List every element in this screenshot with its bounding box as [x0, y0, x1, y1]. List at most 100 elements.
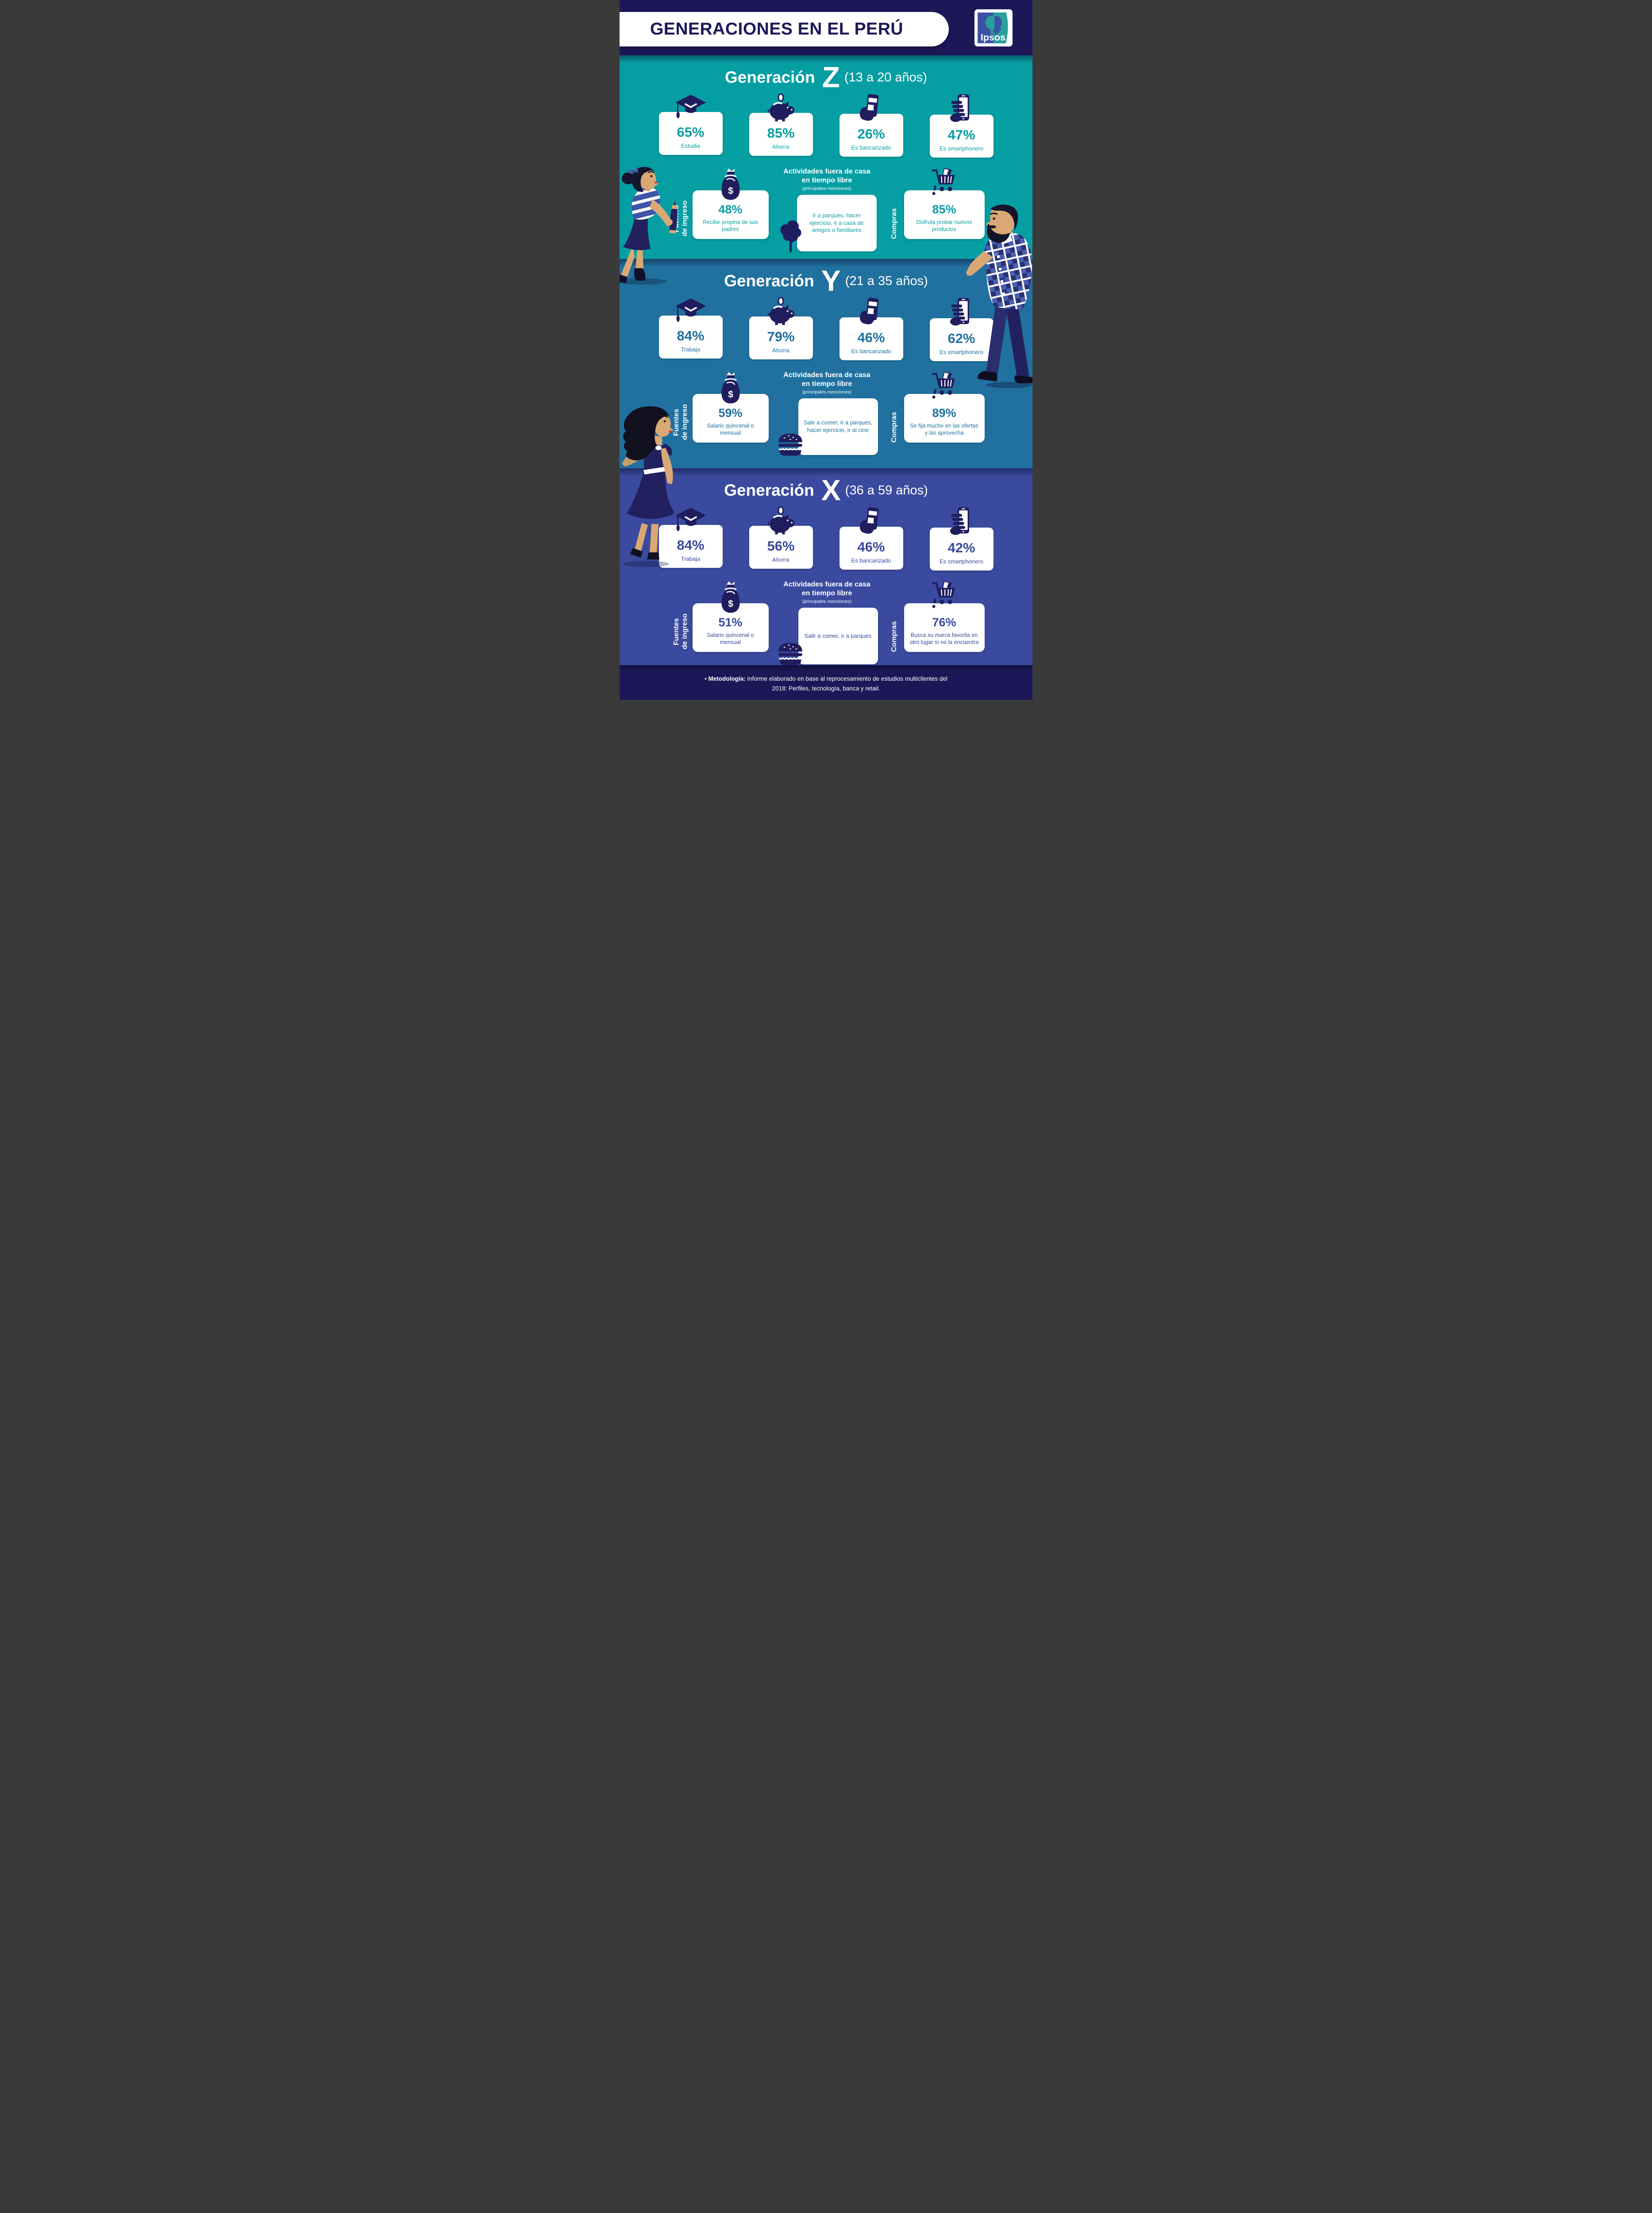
income-group: $51% Salario quincenal o mensual	[692, 580, 769, 652]
stat-label: Trabaja	[681, 346, 701, 353]
methodology-bullet: •	[705, 675, 707, 682]
title-banner: GENERACIONES EN EL PERÚ	[620, 12, 949, 46]
stat-value: 62%	[947, 331, 975, 346]
activities-heading: Actividades fuera de casa en tiempo libr…	[783, 371, 870, 388]
piggy-bank-icon	[766, 297, 797, 325]
piggy-bank-icon	[766, 93, 797, 122]
ipsos-logo: Ipsos	[974, 9, 1013, 46]
activities-heading: Actividades fuera de casa en tiempo libr…	[783, 168, 870, 184]
credit-card-hand-icon	[858, 506, 885, 536]
shopping-value: 76%	[932, 616, 956, 629]
stat-value: 56%	[767, 538, 795, 554]
income-vertical-label: Fuentes de ingreso	[672, 613, 689, 650]
income-text: Recibe propina de sus padres	[703, 219, 758, 232]
activities-text: Salir a comer, ir a parques	[804, 632, 872, 639]
activities-heading: Actividades fuera de casa en tiempo libr…	[783, 581, 870, 597]
activities-card: Salir a comer, ir a parques, hacer ejerc…	[798, 398, 878, 455]
shopping-card: 76% Busca su marca favorita en otro lugar…	[904, 603, 985, 652]
shopping-group: 85% Disfruta probar nuevos productos	[904, 167, 985, 239]
ipsos-logo-text: Ipsos	[981, 32, 1005, 43]
stat-label: Es bancarizado	[851, 348, 891, 355]
stat-smartphone-hand: 42% Es smartphonero	[929, 506, 994, 571]
generation-title-text: Generación	[725, 68, 815, 86]
stat-card: 42% Es smartphonero	[929, 528, 994, 571]
activities-body: Salir a comer, ir a parques, hacer ejerc…	[776, 398, 878, 456]
credit-card-hand-icon	[858, 93, 885, 123]
page-title: GENERACIONES EN EL PERÚ	[650, 19, 904, 39]
stats-row: 84% Trabaja 79% Ahorra 46% Es bancarizado 62% E…	[620, 297, 1032, 361]
stat-card: 85% Ahorra	[749, 113, 813, 156]
generation-age-range: (13 a 20 años)	[844, 70, 927, 85]
activities-card: Salir a comer, ir a parques	[798, 608, 878, 664]
stat-label: Ahorra	[772, 143, 790, 150]
income-text: Salario quincenal o mensual	[707, 632, 754, 645]
burger-icon	[776, 641, 805, 666]
income-value: 59%	[718, 406, 743, 420]
stat-value: 42%	[947, 540, 975, 555]
methodology-body: Informe elaborado en base al reprocesami…	[747, 675, 947, 692]
generation-title: Generación Z (13 a 20 años)	[620, 55, 1032, 93]
income-vertical-label: Fuentes de ingreso	[672, 404, 689, 440]
generation-letter: Z	[822, 61, 840, 94]
svg-text:$: $	[728, 389, 733, 400]
methodology-label: Metodología:	[708, 675, 746, 682]
stat-label: Es bancarizado	[851, 144, 891, 151]
activities-subheading: (principales menciones)	[802, 599, 851, 604]
stats-row: 65% Estudia 85% Ahorra 26% Es bancarizado 47% E…	[620, 93, 1032, 158]
stat-card: 62% Es smartphonero	[929, 318, 994, 361]
shopping-group: 76% Busca su marca favorita en otro lugar…	[904, 580, 985, 652]
activities-group: Actividades fuera de casa en tiempo libr…	[771, 371, 883, 456]
stat-label: Es smartphonero	[940, 558, 983, 565]
stat-card: 79% Ahorra	[749, 316, 813, 359]
shopping-cart-icon	[930, 580, 959, 609]
graduation-cap-icon	[674, 297, 707, 324]
activities-body: Salir a comer, ir a parques	[776, 608, 878, 666]
stat-value: 85%	[767, 125, 795, 141]
shopping-value: 85%	[932, 203, 956, 216]
shopping-vertical-label: Compras	[890, 208, 898, 239]
activities-body: Ir a parques, hacer ejercicio, ir a casa…	[778, 195, 877, 252]
shopping-text: Se fija mucho en las ofertas y las aprov…	[910, 423, 978, 436]
stat-label: Estudia	[681, 143, 701, 149]
stat-graduation-cap: 84% Trabaja	[658, 506, 723, 571]
shopping-text: Disfruta probar nuevos productos	[916, 219, 972, 232]
footer: • Metodología: Informe elaborado en base…	[620, 665, 1032, 700]
stat-value: 84%	[677, 328, 705, 343]
shopping-card: 89% Se fija mucho en las ofertas y las ap…	[904, 394, 985, 443]
methodology-text: • Metodología: Informe elaborado en base…	[702, 674, 950, 693]
shopping-cart-icon	[930, 167, 959, 197]
activities-group: Actividades fuera de casa en tiempo libr…	[771, 167, 883, 252]
generation-title-text: Generación	[724, 481, 814, 499]
stat-card: 46% Es bancarizado	[839, 317, 903, 360]
stat-piggy-bank: 85% Ahorra	[749, 93, 813, 158]
stat-value: 46%	[857, 539, 885, 555]
stat-label: Trabaja	[681, 555, 701, 562]
piggy-bank-icon	[766, 506, 797, 535]
shopping-cart-icon	[930, 371, 959, 400]
stat-label: Ahorra	[772, 347, 790, 354]
smartphone-hand-icon	[948, 297, 975, 327]
stat-value: 79%	[767, 329, 795, 344]
section-generacion-z: Generación Z (13 a 20 años) 65% Estudia 85% Ah…	[620, 55, 1032, 259]
shopping-vertical-label: Compras	[890, 412, 898, 443]
stat-graduation-cap: 84% Trabaja	[658, 297, 723, 361]
credit-card-hand-icon	[858, 297, 885, 326]
stat-card: 65% Estudia	[658, 112, 723, 155]
shopping-card: 85% Disfruta probar nuevos productos	[904, 190, 985, 239]
stat-card: 47% Es smartphonero	[929, 115, 994, 158]
activities-subheading: (principales menciones)	[802, 389, 851, 395]
money-bag-icon: $	[718, 167, 743, 201]
stat-value: 46%	[857, 330, 885, 345]
stat-label: Ahorra	[772, 556, 790, 563]
income-group: $59% Salario quincenal o mensual	[692, 371, 769, 443]
stat-card: 84% Trabaja	[658, 525, 723, 568]
svg-text:$: $	[728, 186, 733, 196]
stat-card: 84% Trabaja	[658, 316, 723, 359]
shopping-vertical-label: Compras	[890, 621, 898, 652]
shopping-group: 89% Se fija mucho en las ofertas y las ap…	[904, 371, 985, 443]
smartphone-hand-icon	[948, 506, 975, 536]
activities-text: Ir a parques, hacer ejercicio, ir a casa…	[809, 212, 864, 234]
income-value: 48%	[718, 203, 743, 216]
stat-piggy-bank: 79% Ahorra	[749, 297, 813, 361]
activities-card: Ir a parques, hacer ejercicio, ir a casa…	[797, 195, 877, 251]
